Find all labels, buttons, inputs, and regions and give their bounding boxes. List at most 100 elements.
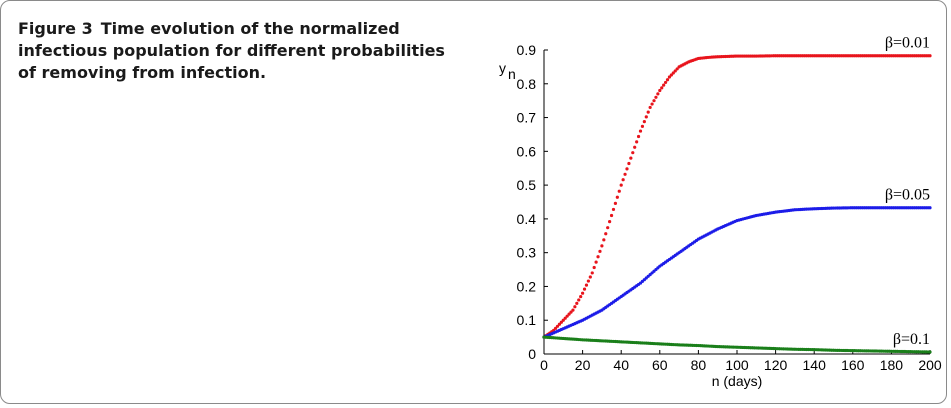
- data-point: [615, 195, 619, 199]
- data-point: [928, 206, 932, 210]
- data-point: [588, 275, 592, 279]
- series-2: [542, 335, 932, 354]
- data-point: [561, 318, 565, 322]
- data-point: [667, 75, 672, 79]
- data-point: [623, 172, 627, 176]
- data-point: [635, 140, 639, 144]
- data-point: [581, 291, 585, 295]
- data-point: [675, 67, 679, 71]
- data-point: [648, 105, 652, 110]
- series-1: [542, 206, 932, 339]
- data-point: [557, 322, 562, 326]
- data-point: [579, 294, 583, 299]
- y-tick-label: 0.2: [517, 278, 537, 294]
- y-axis-title-subscript: n: [508, 66, 516, 82]
- x-tick-label: 60: [652, 357, 668, 373]
- chart-axes: 0 20 40 60 80 100 120 140 160 180 200 0 0.1 0.2 0.3 0.4…: [499, 42, 942, 389]
- data-point: [642, 120, 646, 124]
- data-point: [671, 71, 675, 75]
- data-point: [625, 167, 629, 171]
- data-point: [590, 271, 594, 275]
- y-tick-label: 0.3: [517, 245, 537, 261]
- x-tick-label: 20: [575, 357, 591, 373]
- data-point: [555, 324, 560, 328]
- data-point: [608, 219, 612, 224]
- series-0: [542, 54, 932, 339]
- data-point: [636, 134, 641, 139]
- data-point: [646, 110, 650, 114]
- series-label: β=0.1: [893, 331, 930, 348]
- caption-text: Time evolution of the normalized infecti…: [18, 19, 445, 82]
- x-tick-label: 180: [880, 357, 904, 373]
- series-label: β=0.01: [885, 35, 930, 52]
- x-tick-label: 200: [918, 357, 942, 373]
- y-tick-label: 0.4: [517, 211, 537, 227]
- data-point: [611, 207, 616, 212]
- data-point: [656, 92, 660, 96]
- figure-caption: Figure 3 Time evolution of the normalized…: [18, 18, 468, 84]
- data-point: [654, 95, 658, 99]
- data-point: [582, 287, 587, 291]
- data-point: [609, 213, 614, 218]
- data-point: [631, 151, 635, 155]
- data-point: [602, 238, 606, 242]
- data-point: [669, 73, 673, 77]
- data-point: [573, 305, 577, 309]
- y-tick-label: 0.6: [517, 143, 537, 159]
- data-point: [594, 260, 598, 264]
- data-point: [586, 279, 590, 283]
- data-point: [577, 298, 581, 302]
- data-point: [633, 145, 637, 149]
- chart-series: [542, 54, 932, 354]
- data-point: [565, 314, 569, 318]
- y-tick-label: 0.9: [517, 42, 537, 58]
- data-point: [621, 178, 625, 182]
- data-point: [606, 226, 610, 230]
- data-point: [652, 99, 656, 103]
- data-point: [629, 156, 633, 160]
- data-point: [600, 244, 604, 248]
- data-point: [592, 265, 596, 270]
- x-tick-label: 120: [764, 357, 788, 373]
- y-tick-label: 0: [528, 346, 536, 362]
- y-tick-label: 0.1: [517, 312, 537, 328]
- x-tick-label: 80: [691, 357, 707, 373]
- data-point: [563, 316, 567, 320]
- data-point: [553, 326, 558, 330]
- data-point: [567, 312, 571, 316]
- x-axis-title: n (days): [712, 373, 763, 389]
- chart-labels: β=0.01 β=0.05 β=0.1: [885, 35, 930, 348]
- data-point: [559, 320, 563, 324]
- data-point: [663, 80, 668, 85]
- x-tick-label: 140: [803, 357, 827, 373]
- x-tick-label: 100: [725, 357, 749, 373]
- data-point: [660, 86, 664, 90]
- y-axis-title: y: [499, 60, 506, 76]
- x-tick-label: 40: [613, 357, 629, 373]
- data-point: [640, 124, 645, 128]
- y-tick-label: 0.7: [517, 110, 537, 126]
- data-point: [665, 78, 670, 82]
- data-point: [928, 350, 932, 354]
- data-point: [598, 249, 602, 253]
- data-point: [613, 201, 618, 205]
- data-point: [644, 115, 648, 119]
- data-point: [617, 189, 621, 193]
- y-tick-label: 0.8: [517, 76, 537, 92]
- data-point: [673, 69, 677, 73]
- data-point: [575, 301, 579, 305]
- data-point: [650, 102, 654, 106]
- data-point: [658, 88, 662, 93]
- y-tick-label: 0.5: [517, 177, 537, 193]
- data-point: [619, 183, 623, 187]
- data-point: [569, 310, 573, 314]
- data-point: [596, 255, 600, 259]
- x-tick-label: 160: [841, 357, 865, 373]
- data-point: [584, 283, 589, 287]
- series-label: β=0.05: [885, 187, 930, 204]
- figure-label: Figure 3: [18, 19, 93, 38]
- data-point: [638, 129, 643, 133]
- data-point: [662, 83, 666, 87]
